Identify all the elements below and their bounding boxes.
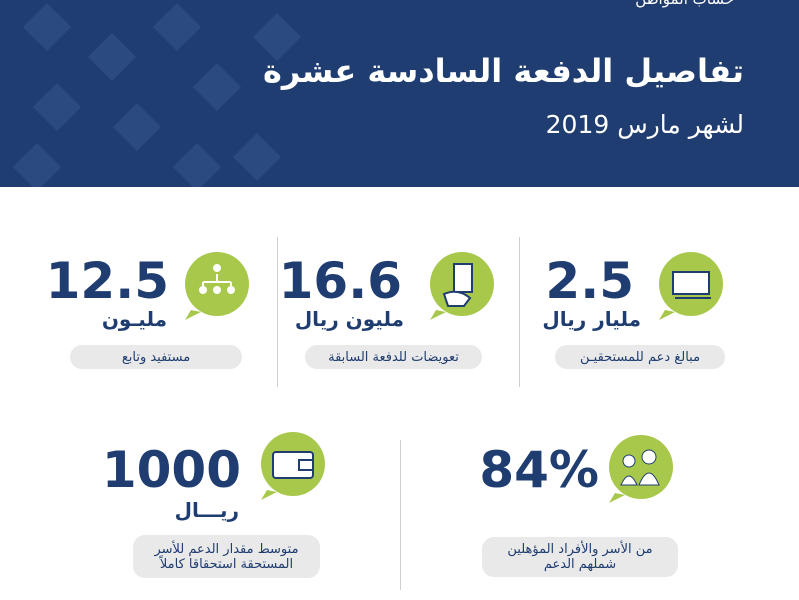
icon-wallet <box>261 432 325 500</box>
icon-family <box>609 435 673 503</box>
brand: حساب المواطن <box>635 0 734 8</box>
stat-unit: ريـــال <box>174 498 239 522</box>
divider <box>400 440 401 590</box>
icon-people <box>185 252 249 320</box>
icon-money <box>659 252 723 320</box>
stat-unit: مليون ريال <box>294 307 404 331</box>
label-line: المستحقة استحقاقا كاملاً <box>159 556 294 572</box>
stat-label: متوسط مقدار الدعم للأسر المستحقة استحقاق… <box>133 535 320 578</box>
label-line: من الأسر والأفراد المؤهلين <box>507 542 653 557</box>
divider <box>519 237 520 387</box>
header: حساب المواطن تفاصيل الدفعة السادسة عشرة … <box>0 0 799 187</box>
divider <box>277 237 278 387</box>
subtitle: لشهر مارس 2019 <box>545 110 744 139</box>
label-line: شملهم الدعم <box>543 557 617 572</box>
stat-number: 12.5 <box>45 252 169 310</box>
icon-hand-cash <box>430 252 494 320</box>
label-line: متوسط مقدار الدعم للأسر <box>154 541 299 557</box>
stat-unit: مليار ريال <box>542 307 641 331</box>
stat-number: 2.5 <box>545 252 634 310</box>
stat-number: 16.6 <box>278 252 402 310</box>
stat-unit: مليـون <box>101 307 167 331</box>
stat-label: مستفيد وتابع <box>70 345 242 369</box>
title: تفاصيل الدفعة السادسة عشرة <box>263 52 744 90</box>
stat-number: 84% <box>479 441 599 499</box>
stat-label: من الأسر والأفراد المؤهلين شملهم الدعم <box>482 537 678 577</box>
stat-label: مبالغ دعم للمستحقيـن <box>555 345 725 369</box>
stat-label: تعويضات للدفعة السابقة <box>305 345 482 369</box>
stat-number: 1000 <box>101 441 241 499</box>
